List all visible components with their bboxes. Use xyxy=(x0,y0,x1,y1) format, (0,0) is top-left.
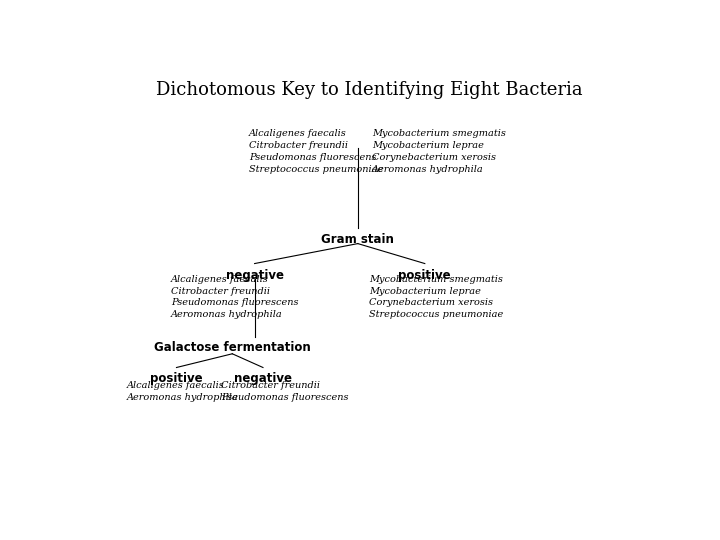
Text: Gram stain: Gram stain xyxy=(321,233,395,246)
Text: Alcaligenes faecalis
Citrobacter freundii
Pseudomonas fluorescens
Aeromonas hydr: Alcaligenes faecalis Citrobacter freundi… xyxy=(171,275,298,319)
Text: positive: positive xyxy=(150,373,203,386)
Text: Citrobacter freundii
Pseudomonas fluorescens: Citrobacter freundii Pseudomonas fluores… xyxy=(221,381,348,402)
Text: Alcaligenes faecalis
Aeromonas hydrophila: Alcaligenes faecalis Aeromonas hydrophil… xyxy=(126,381,238,402)
Text: negative: negative xyxy=(225,268,284,281)
Text: negative: negative xyxy=(234,373,292,386)
Text: Dichotomous Key to Identifying Eight Bacteria: Dichotomous Key to Identifying Eight Bac… xyxy=(156,82,582,99)
Text: Mycobacterium smegmatis
Mycobacterium leprae
Corynebacterium xerosis
Aeromonas h: Mycobacterium smegmatis Mycobacterium le… xyxy=(372,129,505,174)
Text: Galactose fermentation: Galactose fermentation xyxy=(154,341,310,354)
Text: Mycobacterium smegmatis
Mycobacterium leprae
Corynebacterium xerosis
Streptococc: Mycobacterium smegmatis Mycobacterium le… xyxy=(369,275,503,319)
Text: Alcaligenes faecalis
Citrobacter freundii
Pseudomonas fluorescens
Streptococcus : Alcaligenes faecalis Citrobacter freundi… xyxy=(249,129,383,174)
Text: positive: positive xyxy=(398,268,451,281)
